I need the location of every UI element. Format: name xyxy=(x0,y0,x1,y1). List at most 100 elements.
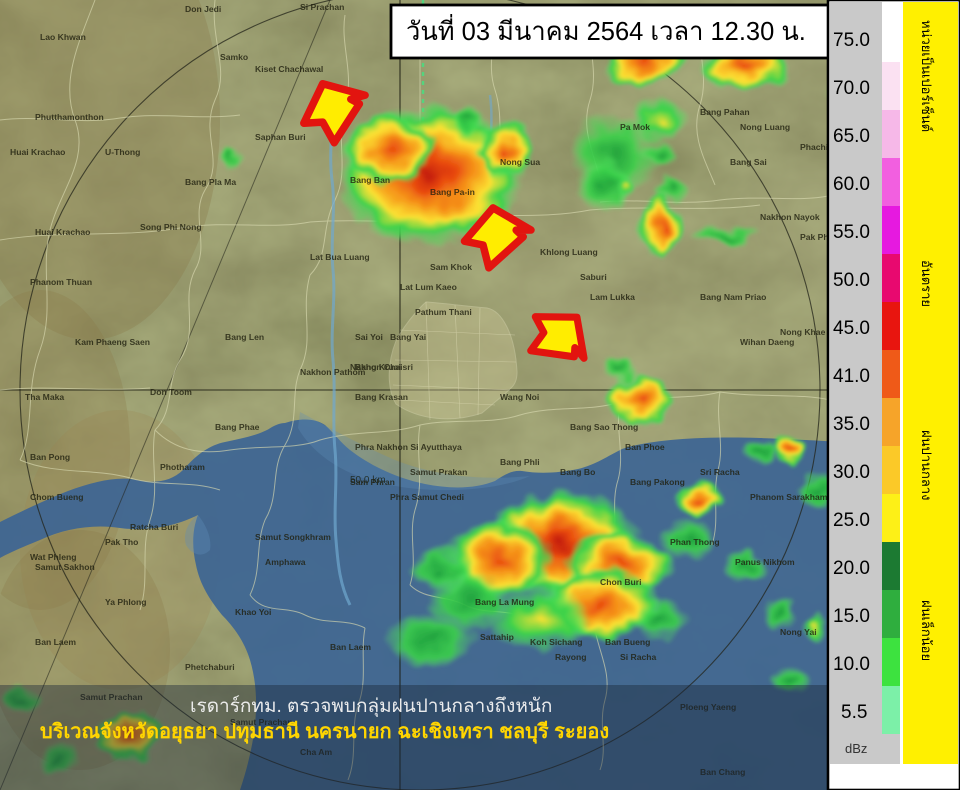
svg-text:ฝนปานกลาง: ฝนปานกลาง xyxy=(919,430,934,500)
svg-text:Samko: Samko xyxy=(220,52,248,62)
svg-text:Saburi: Saburi xyxy=(580,272,607,282)
svg-text:Lao Khwan: Lao Khwan xyxy=(40,32,86,42)
svg-text:Khlong Luang: Khlong Luang xyxy=(540,247,598,257)
svg-text:Si Prachan: Si Prachan xyxy=(300,2,344,12)
svg-text:20.0: 20.0 xyxy=(833,558,870,579)
svg-text:10.0: 10.0 xyxy=(833,654,870,675)
svg-text:15.0: 15.0 xyxy=(833,606,870,627)
svg-text:70.0: 70.0 xyxy=(833,78,870,99)
svg-text:Khao Yoi: Khao Yoi xyxy=(235,607,271,617)
svg-text:Ban Phoe: Ban Phoe xyxy=(625,442,665,452)
svg-text:Pa Mok: Pa Mok xyxy=(620,122,650,132)
svg-text:Huai Krachao: Huai Krachao xyxy=(10,147,65,157)
svg-text:บริเวณจังหวัดอยุธยา ปทุมธานี น: บริเวณจังหวัดอยุธยา ปทุมธานี นครนายก ฉะเ… xyxy=(40,720,609,744)
svg-text:Phra Samut Chedi: Phra Samut Chedi xyxy=(390,492,464,502)
svg-text:Samut Songkhram: Samut Songkhram xyxy=(255,532,331,542)
svg-text:Bang Ban: Bang Ban xyxy=(350,175,390,185)
svg-text:Wat Phleng: Wat Phleng xyxy=(30,552,76,562)
svg-text:Phanom Sarakham: Phanom Sarakham xyxy=(750,492,828,502)
svg-text:Don Jedi: Don Jedi xyxy=(185,4,221,14)
svg-text:Sai Yoi: Sai Yoi xyxy=(355,332,383,342)
svg-text:65.0: 65.0 xyxy=(833,126,870,147)
svg-text:Nong Khae: Nong Khae xyxy=(780,327,826,337)
svg-text:Bang Sai: Bang Sai xyxy=(730,157,767,167)
svg-text:Photharam: Photharam xyxy=(160,462,205,472)
svg-text:Lat Bua Luang: Lat Bua Luang xyxy=(310,252,370,262)
svg-text:Bang Pahan: Bang Pahan xyxy=(700,107,750,117)
svg-text:Bang Phae: Bang Phae xyxy=(215,422,260,432)
svg-text:Sattahip: Sattahip xyxy=(480,632,514,642)
svg-text:Tha Maka: Tha Maka xyxy=(25,392,64,402)
svg-text:Nong Luang: Nong Luang xyxy=(740,122,790,132)
svg-text:Ban Laem: Ban Laem xyxy=(330,642,371,652)
svg-text:Samut Sakhon: Samut Sakhon xyxy=(35,562,95,572)
svg-text:Sri Racha: Sri Racha xyxy=(700,467,740,477)
svg-text:Kiset Chachawal: Kiset Chachawal xyxy=(255,64,323,74)
svg-text:Ratcha Buri: Ratcha Buri xyxy=(130,522,178,532)
svg-text:Rayong: Rayong xyxy=(555,652,587,662)
svg-text:41.0: 41.0 xyxy=(833,366,870,387)
svg-text:Ya Phlong: Ya Phlong xyxy=(105,597,147,607)
svg-text:Phachi: Phachi xyxy=(800,142,828,152)
svg-text:Ban Pong: Ban Pong xyxy=(30,452,70,462)
svg-text:45.0: 45.0 xyxy=(833,318,870,339)
svg-text:Phan Thong: Phan Thong xyxy=(670,537,720,547)
svg-text:Phutthamonthon: Phutthamonthon xyxy=(35,112,104,122)
svg-text:Phanom Thuan: Phanom Thuan xyxy=(30,277,92,287)
svg-text:Bang Sao Thong: Bang Sao Thong xyxy=(570,422,638,432)
svg-text:Pathum Thani: Pathum Thani xyxy=(415,307,472,317)
svg-text:Bang Pakong: Bang Pakong xyxy=(630,477,685,487)
svg-text:Amphawa: Amphawa xyxy=(265,557,306,567)
svg-text:Sam Phran: Sam Phran xyxy=(350,477,395,487)
svg-text:Ban Laem: Ban Laem xyxy=(35,637,76,647)
svg-text:30.0: 30.0 xyxy=(833,462,870,483)
svg-text:Bang Yai: Bang Yai xyxy=(390,332,426,342)
svg-text:Kam Phaeng Saen: Kam Phaeng Saen xyxy=(75,337,150,347)
svg-text:Samut Prakan: Samut Prakan xyxy=(410,467,467,477)
svg-text:Nong Sua: Nong Sua xyxy=(500,157,540,167)
svg-text:วันที่ 03 มีนาคม 2564 เวลา 12.: วันที่ 03 มีนาคม 2564 เวลา 12.30 น. xyxy=(406,14,806,46)
svg-text:Wang Noi: Wang Noi xyxy=(500,392,539,402)
svg-text:Sam Khok: Sam Khok xyxy=(430,262,472,272)
svg-text:dBz: dBz xyxy=(845,741,867,756)
svg-text:Lat Lum Kaeo: Lat Lum Kaeo xyxy=(400,282,457,292)
svg-text:Chon Buri: Chon Buri xyxy=(600,577,642,587)
svg-text:Nong Yai: Nong Yai xyxy=(780,627,817,637)
svg-text:Bang Bo: Bang Bo xyxy=(560,467,595,477)
svg-text:Bang Pla Ma: Bang Pla Ma xyxy=(185,177,236,187)
svg-text:55.0: 55.0 xyxy=(833,222,870,243)
svg-text:75.0: 75.0 xyxy=(833,30,870,51)
svg-text:Don Toom: Don Toom xyxy=(150,387,192,397)
svg-text:เรดาร์กทม. ตรวจพบกลุ่มฝนปานกลา: เรดาร์กทม. ตรวจพบกลุ่มฝนปานกลางถึงหนัก xyxy=(190,695,552,718)
svg-text:Ban Bueng: Ban Bueng xyxy=(605,637,650,647)
svg-text:25.0: 25.0 xyxy=(833,510,870,531)
svg-text:Bang La Mung: Bang La Mung xyxy=(475,597,534,607)
svg-text:Panus Nikhom: Panus Nikhom xyxy=(735,557,795,567)
svg-text:Saphan Buri: Saphan Buri xyxy=(255,132,306,142)
svg-text:Song Phi Nong: Song Phi Nong xyxy=(140,222,202,232)
svg-text:อันตราย: อันตราย xyxy=(919,260,934,307)
svg-text:U-Thong: U-Thong xyxy=(105,147,140,157)
svg-text:Phetchaburi: Phetchaburi xyxy=(185,662,235,672)
svg-text:Bang Len: Bang Len xyxy=(225,332,264,342)
svg-text:Nakhon Nayok: Nakhon Nayok xyxy=(760,212,820,222)
svg-text:Bang Kruai: Bang Kruai xyxy=(355,362,401,372)
svg-text:Bang Nam Priao: Bang Nam Priao xyxy=(700,292,766,302)
svg-text:Bang Phli: Bang Phli xyxy=(500,457,540,467)
svg-text:Chom Bueng: Chom Bueng xyxy=(30,492,83,502)
svg-text:Bang Krasan: Bang Krasan xyxy=(355,392,408,402)
svg-text:50.0: 50.0 xyxy=(833,270,870,291)
svg-text:Si Racha: Si Racha xyxy=(620,652,657,662)
svg-text:60.0: 60.0 xyxy=(833,174,870,195)
svg-text:Huai Krachao: Huai Krachao xyxy=(35,227,90,237)
svg-text:Wihan Daeng: Wihan Daeng xyxy=(740,337,794,347)
svg-text:5.5: 5.5 xyxy=(841,702,867,723)
svg-text:Bang Pa-in: Bang Pa-in xyxy=(430,187,475,197)
svg-text:Koh Sichang: Koh Sichang xyxy=(530,637,583,647)
svg-text:35.0: 35.0 xyxy=(833,414,870,435)
svg-text:Lam Lukka: Lam Lukka xyxy=(590,292,635,302)
svg-text:หน่วยเป็นเปอร์เซ็นต์: หน่วยเป็นเปอร์เซ็นต์ xyxy=(919,20,936,132)
svg-text:Pak Tho: Pak Tho xyxy=(105,537,138,547)
svg-text:Phra Nakhon Si Ayutthaya: Phra Nakhon Si Ayutthaya xyxy=(355,442,462,452)
svg-text:ฝนเล็กน้อย: ฝนเล็กน้อย xyxy=(919,600,936,661)
